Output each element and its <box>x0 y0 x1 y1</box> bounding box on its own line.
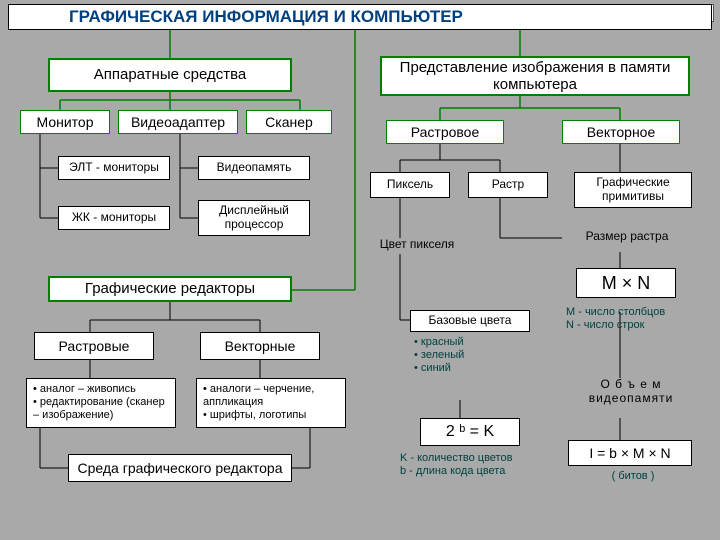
base-colors-box: Базовые цвета <box>410 310 530 332</box>
primitives-box: Графические примитивы <box>574 172 692 208</box>
pixel-box: Пиксель <box>370 172 450 198</box>
rastr-size-label: Размер растра <box>562 230 692 244</box>
raster-box: Растровые <box>34 332 154 360</box>
elt-box: ЭЛТ - мониторы <box>58 156 170 180</box>
vector-box: Векторные <box>200 332 320 360</box>
mn-note: M - число столбцовN - число строк <box>566 306 706 331</box>
vector-repr-box: Векторное <box>562 120 680 144</box>
raster-bullets: аналог – живописьредактирование (сканер … <box>26 378 176 428</box>
formula1-note: K - количество цветовb - длина кода цвет… <box>400 452 570 477</box>
representation-box: Представление изображения в памяти компь… <box>380 56 690 96</box>
lcd-box: ЖК - мониторы <box>58 206 170 230</box>
volume-label: О б ъ е м видеопамяти <box>566 378 696 406</box>
videomem-box: Видеопамять <box>198 156 310 180</box>
vector-bullets: аналоги – черчение, аппликацияшрифты, ло… <box>196 378 346 428</box>
formula2-note: ( битов ) <box>588 470 678 483</box>
env-box: Среда графического редактора <box>68 454 292 482</box>
monitor-box: Монитор <box>20 110 110 134</box>
page-title: ГРАФИЧЕСКАЯ ИНФОРМАЦИЯ И КОМПЬЮТЕР <box>8 4 712 30</box>
color-bullets: красныйзеленыйсиний <box>414 336 524 376</box>
videoadapter-box: Видеоадаптер <box>118 110 238 134</box>
editors-box: Графические редакторы <box>48 276 292 302</box>
rastr-box: Растр <box>468 172 548 198</box>
formula2-box: I = b × M × N <box>568 440 692 466</box>
pixel-color-label: Цвет пикселя <box>362 238 472 252</box>
dispproc-box: Дисплейный процессор <box>198 200 310 236</box>
hardware-box: Аппаратные средства <box>48 58 292 92</box>
raster-repr-box: Растровое <box>386 120 504 144</box>
formula1-box: 2 ᵇ = K <box>420 418 520 446</box>
mxn-box: M × N <box>576 268 676 298</box>
scanner-box: Сканер <box>246 110 332 134</box>
